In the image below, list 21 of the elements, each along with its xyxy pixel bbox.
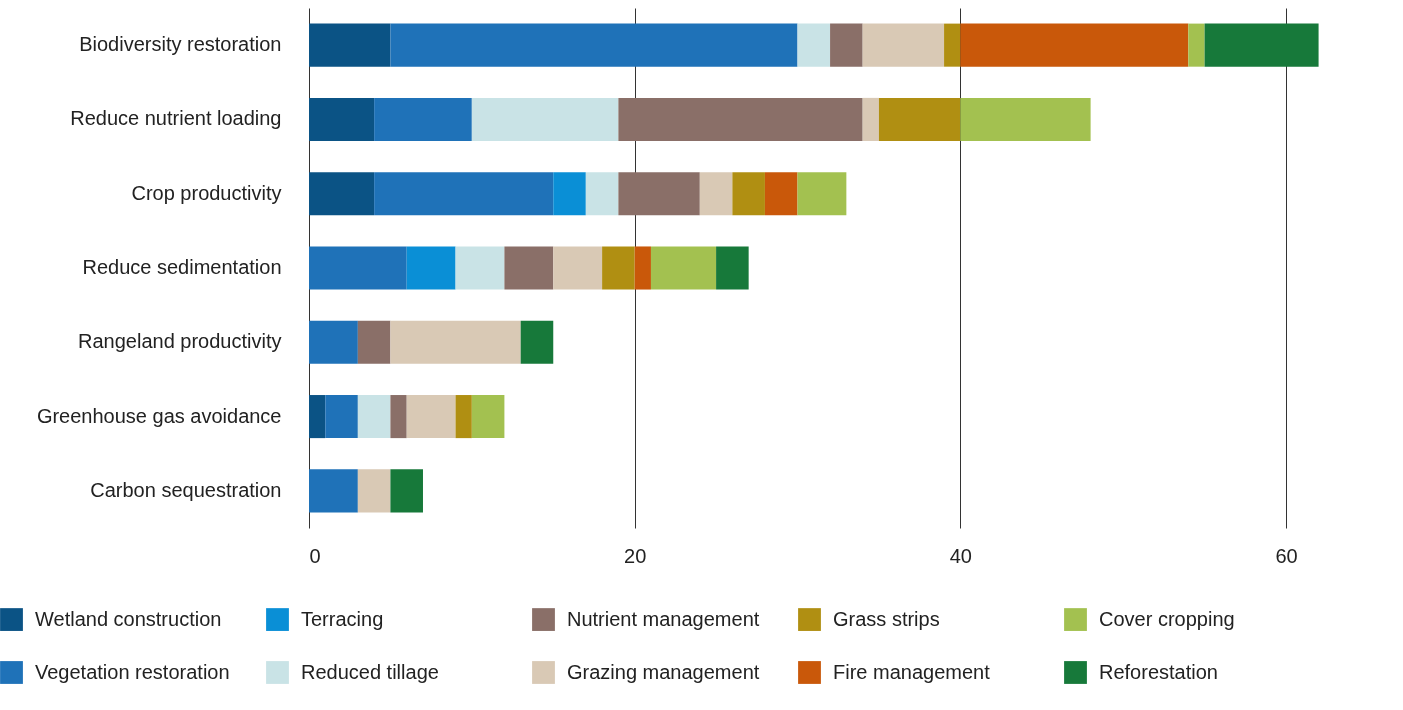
legend-label: Wetland construction bbox=[35, 607, 222, 630]
legend-label: Fire management bbox=[833, 660, 991, 683]
legend-label: Grass strips bbox=[833, 607, 940, 630]
legend-label: Terracing bbox=[301, 607, 384, 630]
legend-label: Cover cropping bbox=[1099, 607, 1235, 630]
y-tick-label: Reduce sedimentation bbox=[82, 256, 282, 278]
x-tick-label: 0 bbox=[309, 544, 321, 567]
x-tick-label: 40 bbox=[949, 544, 972, 567]
legend-label: Reforestation bbox=[1099, 660, 1218, 683]
y-tick-label: Biodiversity restoration bbox=[79, 33, 282, 56]
x-tick-label: 60 bbox=[1275, 544, 1298, 567]
legend-label: Nutrient management bbox=[567, 607, 760, 630]
y-tick-label: Crop productivity bbox=[131, 181, 282, 204]
legend-label: Reduced tillage bbox=[301, 660, 439, 683]
legend-label: Grazing management bbox=[567, 660, 760, 683]
y-tick-label: Carbon sequestration bbox=[90, 478, 282, 501]
x-tick-label: 20 bbox=[624, 544, 647, 567]
y-tick-label: Reduce nutrient loading bbox=[70, 107, 282, 130]
y-tick-label: Greenhouse gas avoidance bbox=[36, 404, 282, 427]
legend-label: Vegetation restoration bbox=[35, 660, 230, 683]
y-tick-label: Rangeland productivity bbox=[78, 330, 282, 353]
